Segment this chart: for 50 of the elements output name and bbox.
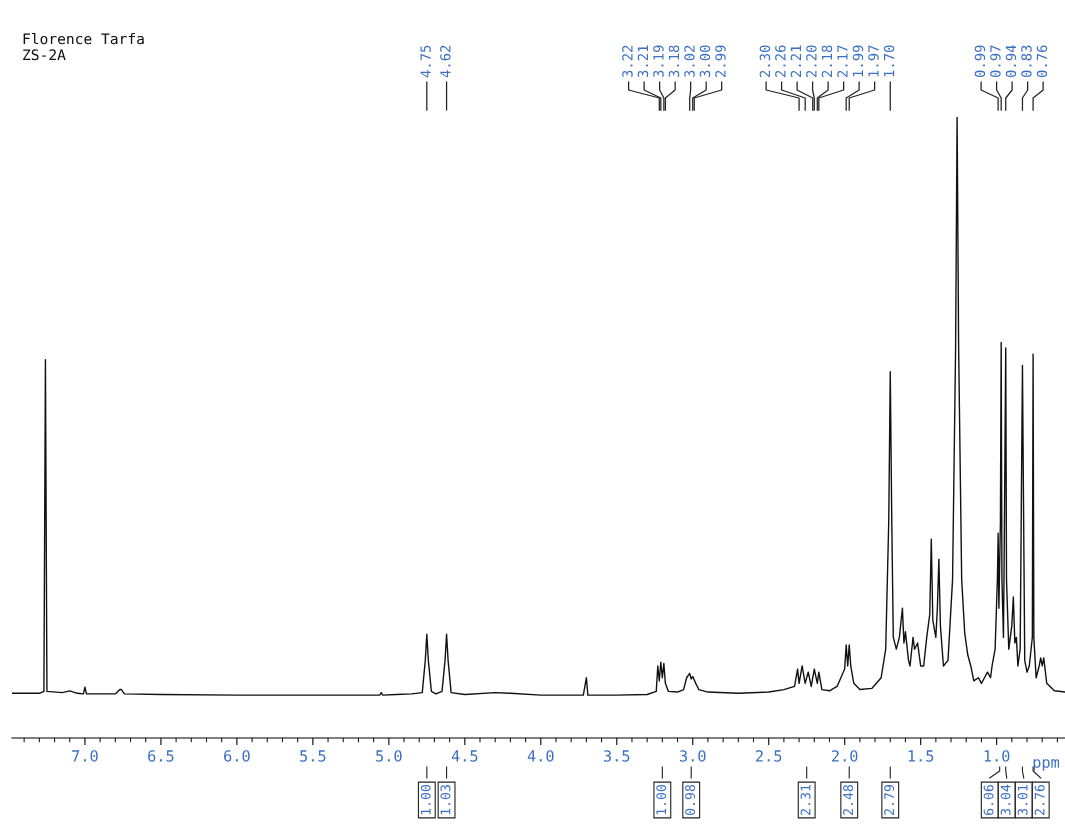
annotation: 1.00 (656, 784, 667, 815)
annotation: 2.21 (790, 45, 801, 77)
x-tick-label: 6.5 (148, 750, 174, 762)
annotation: 3.22 (622, 45, 633, 78)
annotation: 0.94 (1005, 45, 1017, 78)
annotation: 3.01 (1017, 785, 1028, 815)
annotation: 2.30 (759, 45, 771, 77)
x-tick-label: 2.5 (756, 750, 782, 762)
x-tick-label: 6.0 (224, 750, 250, 762)
annotation: 0.99 (974, 45, 986, 78)
annotation: 3.04 (1000, 784, 1011, 815)
annotation: 0.76 (1036, 45, 1048, 78)
x-tick-label: 7.0 (72, 750, 98, 762)
annotation: 1.70 (883, 45, 895, 77)
x-tick-label: 5.5 (300, 750, 326, 762)
annotation: 2.17 (837, 45, 848, 77)
annotation: 0.98 (685, 784, 696, 816)
x-tick-label: 5.0 (376, 750, 402, 762)
annotation: 4.62 (440, 45, 451, 78)
annotation: 4.75 (420, 45, 431, 78)
x-axis-title: ppm (1033, 759, 1060, 771)
annotation: 2.76 (1034, 784, 1045, 815)
x-tick-label: 2.0 (832, 750, 858, 762)
x-tick-label: 4.0 (527, 750, 554, 762)
x-tick-label: 4.5 (451, 750, 478, 762)
annotation: 1.99 (852, 45, 864, 77)
annotation: 0.83 (1021, 45, 1032, 78)
annotation: 6.06 (983, 784, 994, 816)
annotation: 2.99 (715, 45, 726, 77)
annotation: 2.18 (821, 45, 833, 77)
x-tick-label: 1.5 (908, 750, 934, 762)
annotation: 3.21 (637, 45, 649, 78)
chart-subtitle: ZS-2A (23, 49, 66, 61)
annotation: 1.00 (420, 784, 431, 815)
x-tick-label: 3.5 (603, 750, 630, 762)
chart-title: Florence Tarfa (23, 32, 144, 45)
annotation: 2.48 (843, 784, 854, 815)
annotation: 3.00 (699, 45, 711, 78)
annotation: 3.02 (684, 45, 695, 78)
annotation: 2.20 (806, 45, 817, 77)
annotation: 2.26 (775, 45, 786, 77)
x-tick-label: 3.0 (679, 750, 706, 762)
annotation: 2.31 (800, 785, 811, 815)
x-tick-label: 1.0 (984, 750, 1010, 762)
annotation: 1.03 (440, 785, 451, 815)
annotation: 3.19 (653, 45, 664, 78)
annotation: 2.79 (884, 785, 895, 815)
annotation: 0.97 (990, 45, 1001, 78)
annotation: 3.18 (668, 45, 680, 78)
annotation: 1.97 (868, 45, 879, 77)
